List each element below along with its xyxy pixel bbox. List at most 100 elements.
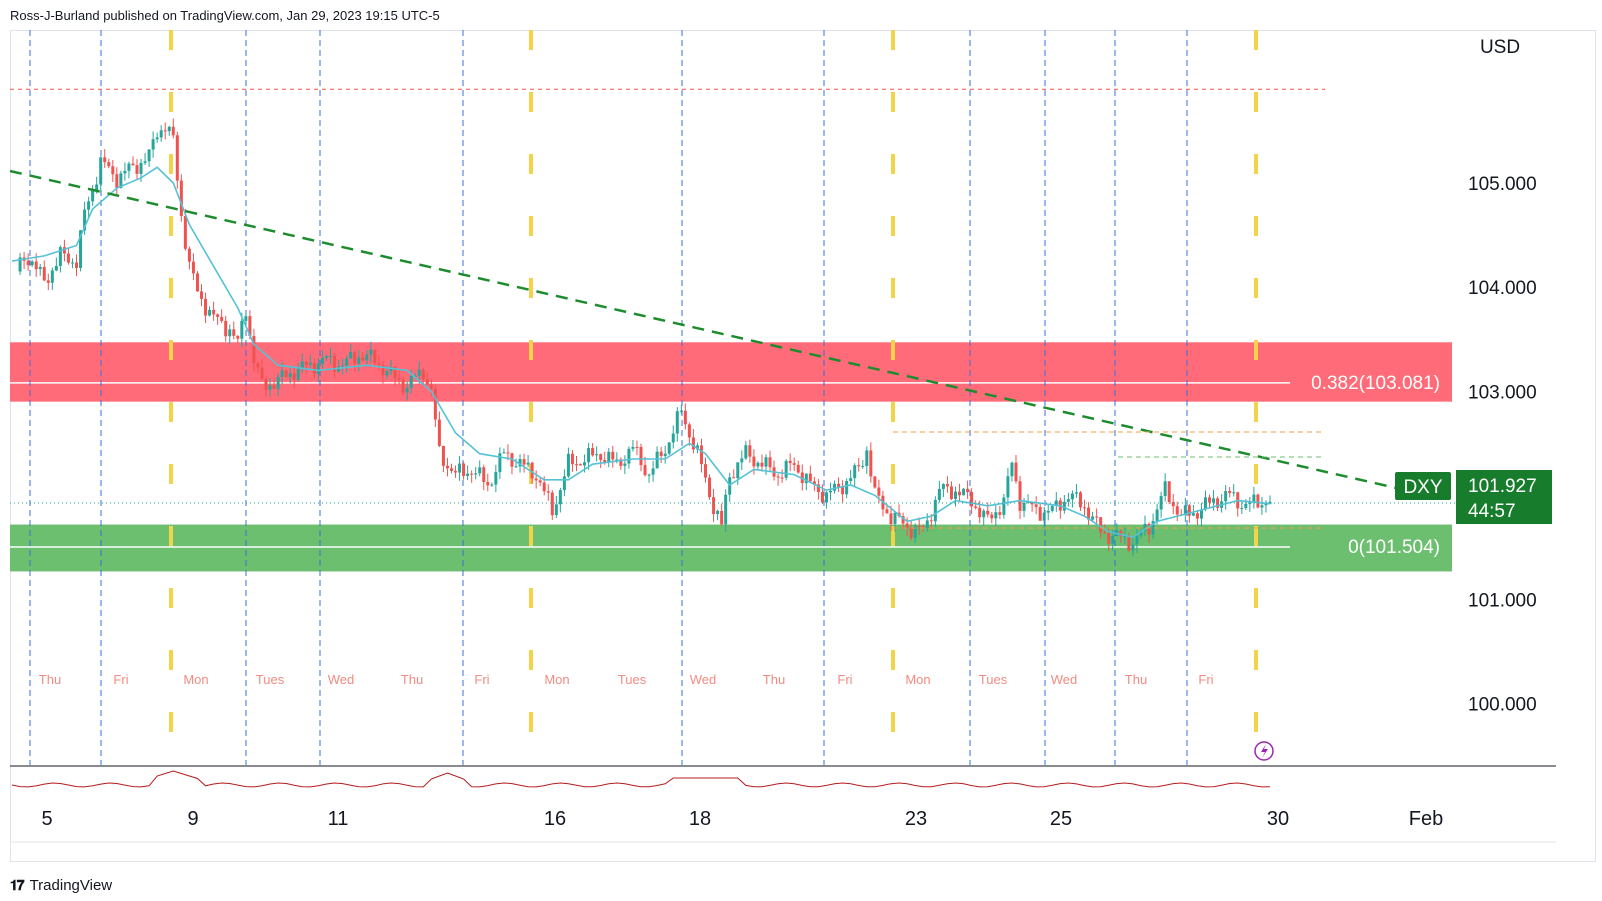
candle-body xyxy=(510,453,514,467)
candle-body xyxy=(1248,502,1252,504)
candle-body xyxy=(1083,507,1087,509)
candle-body xyxy=(804,473,808,484)
candle-body xyxy=(248,316,252,337)
candle-body xyxy=(385,371,389,376)
candle-body xyxy=(1127,536,1131,551)
time-tick-label: 9 xyxy=(187,808,198,830)
candle-body xyxy=(933,499,937,522)
candle-body xyxy=(91,190,95,202)
candle-body xyxy=(1034,504,1038,508)
candle-body xyxy=(570,453,574,465)
candle-body xyxy=(83,209,87,231)
publish-header: Ross-J-Burland published on TradingView.… xyxy=(10,8,440,23)
candle-body xyxy=(530,462,534,479)
candle-body xyxy=(272,385,276,389)
candle-body xyxy=(296,367,300,380)
time-tick-label: 18 xyxy=(689,808,711,830)
candle-body xyxy=(1087,507,1091,520)
oscillator-pane xyxy=(10,765,1556,788)
time-tick-label: 16 xyxy=(544,808,566,830)
candle-body xyxy=(147,149,151,162)
zones-layer: 0.382(103.081) 0(101.504) xyxy=(10,342,1452,572)
candle-body xyxy=(200,291,204,299)
candle-body xyxy=(470,473,474,475)
candle-body xyxy=(768,457,772,468)
symbol-tag xyxy=(1395,472,1451,500)
candle-body xyxy=(304,361,308,365)
price-tick-label: 104.000 xyxy=(1468,278,1537,299)
candle-body xyxy=(179,180,183,216)
candle-body xyxy=(1091,516,1095,520)
candle-body xyxy=(841,487,845,495)
candle-body xyxy=(449,468,453,471)
candle-body xyxy=(333,355,337,372)
candle-body xyxy=(220,316,224,321)
candle-body xyxy=(885,509,889,514)
candle-body xyxy=(34,261,38,270)
candle-body xyxy=(587,448,591,463)
candle-body xyxy=(1191,513,1195,516)
candle-body xyxy=(50,270,54,283)
candle-body xyxy=(208,309,212,316)
candle-body xyxy=(651,468,655,475)
candle-body xyxy=(820,492,824,503)
candle-body xyxy=(490,484,494,486)
candle-body xyxy=(462,463,466,476)
candle-body xyxy=(978,507,982,518)
candle-body xyxy=(1163,481,1167,497)
candle-body xyxy=(119,173,123,188)
price-axis-layer: USD 105.000 104.000 103.000 101.000 100.000 DX… xyxy=(1254,37,1552,761)
candle-body xyxy=(829,490,833,493)
candle-body xyxy=(599,454,603,460)
candle-body xyxy=(46,280,50,283)
candle-body xyxy=(1171,501,1175,507)
candle-body xyxy=(558,490,562,505)
candle-body xyxy=(151,139,155,150)
weekday-label: Tues xyxy=(979,672,1008,687)
candle-body xyxy=(498,453,502,473)
candle-body xyxy=(228,329,232,337)
candle-body xyxy=(909,527,913,538)
candle-body xyxy=(1167,481,1171,502)
current-price-box xyxy=(1456,470,1552,524)
candle-body xyxy=(1022,502,1026,511)
candle-body xyxy=(716,510,720,515)
candle-body xyxy=(1224,491,1228,502)
candle-body xyxy=(421,369,425,380)
candle-body xyxy=(635,446,639,448)
weekday-label: Wed xyxy=(328,672,355,687)
candle-body xyxy=(647,474,651,476)
candle-body xyxy=(42,267,46,281)
candle-body xyxy=(320,357,324,364)
candle-body xyxy=(724,494,728,525)
candle-body xyxy=(1244,503,1248,508)
candle-body xyxy=(659,451,663,457)
candle-body xyxy=(788,460,792,464)
candle-body xyxy=(466,473,470,476)
candle-body xyxy=(695,445,699,450)
candle-body xyxy=(949,486,953,499)
candle-body xyxy=(1212,498,1216,503)
candle-body xyxy=(1099,517,1103,533)
resistance-zone xyxy=(10,342,1452,402)
candle-body xyxy=(1050,505,1054,511)
candle-body xyxy=(699,445,703,465)
weekday-label: Thu xyxy=(763,672,785,687)
candle-body xyxy=(974,506,978,508)
candle-body xyxy=(812,481,816,485)
candle-body xyxy=(869,450,873,477)
candle-body xyxy=(103,157,107,163)
candle-body xyxy=(982,510,986,518)
candle-body xyxy=(66,253,70,263)
candle-body xyxy=(131,163,135,166)
candle-body xyxy=(1203,497,1207,510)
candle-body xyxy=(691,437,695,450)
candle-body xyxy=(224,320,228,337)
currency-label: USD xyxy=(1480,37,1520,58)
candle-body xyxy=(87,201,91,210)
candle-body xyxy=(962,488,966,496)
candle-body xyxy=(325,356,328,358)
candle-body xyxy=(619,459,623,466)
candle-body xyxy=(1026,502,1030,504)
